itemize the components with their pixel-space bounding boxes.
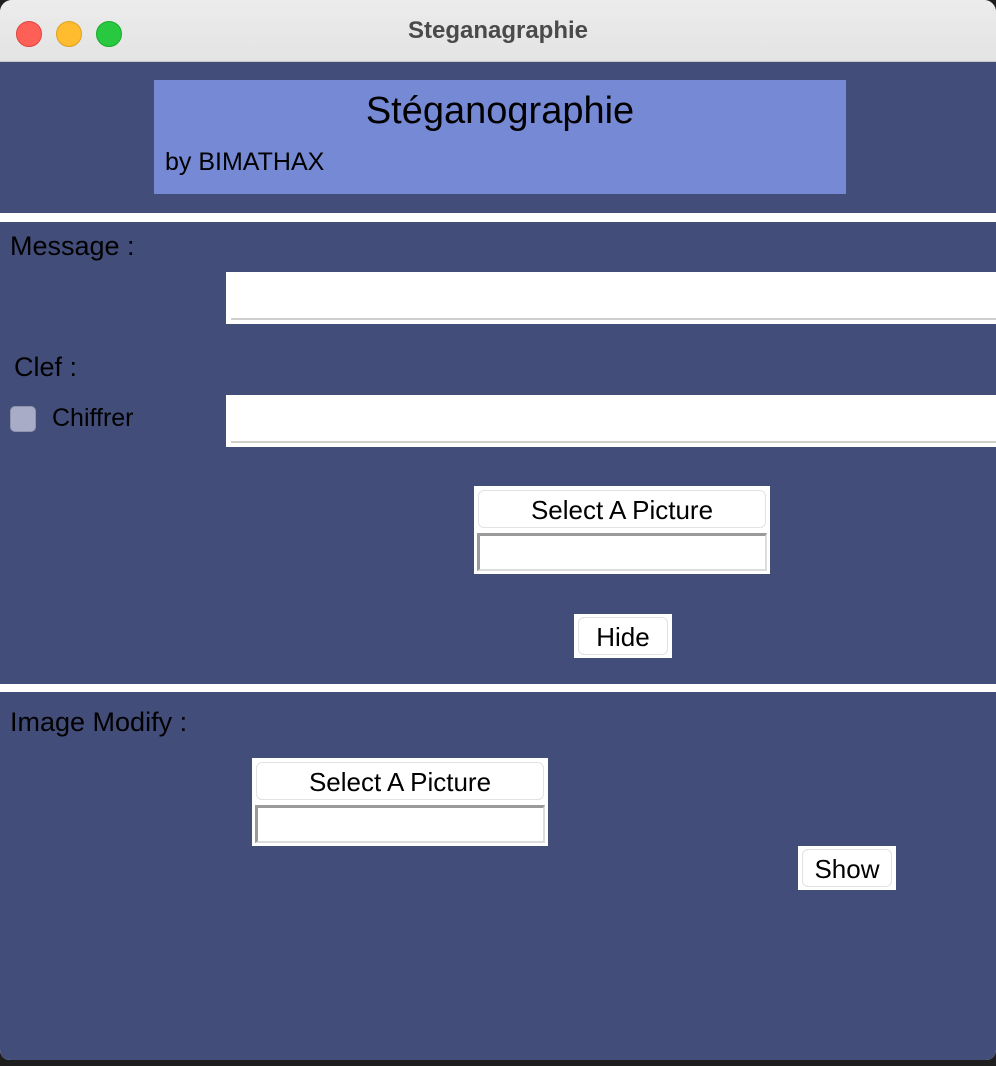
select-modified-picture-button[interactable]: Select A Picture [256,762,544,800]
hide-button[interactable]: Hide [578,617,668,655]
minimize-window-button[interactable] [56,21,82,47]
hide-button-frame: Hide [574,614,672,658]
window-title: Steganagraphie [407,17,589,44]
picture-path-field[interactable] [477,533,769,571]
app-subtitle: by BIMATHAX [165,148,325,176]
message-input[interactable] [231,277,996,320]
select-picture-frame: Select A Picture [474,486,770,574]
show-button-frame: Show [798,846,896,890]
header-banner: Stéganographie by BIMATHAX [154,80,846,194]
hide-message-panel: Message : Clef : Chiffrer Select A Pictu… [0,222,996,684]
show-button[interactable]: Show [802,849,892,887]
modified-picture-path-field[interactable] [255,805,547,843]
key-input[interactable] [231,400,996,443]
message-label: Message : [10,231,135,261]
title-bar[interactable]: Steganagraphie [0,0,996,62]
divider [0,684,996,692]
key-label: Clef : [14,352,78,382]
select-picture-button[interactable]: Select A Picture [478,490,766,528]
image-modify-label: Image Modify : [10,707,188,737]
maximize-window-button[interactable] [96,21,122,47]
key-field-frame [226,395,996,447]
close-window-button[interactable] [16,21,42,47]
modified-picture-path-input[interactable] [258,808,547,843]
picture-path-input[interactable] [480,536,769,571]
message-field-frame [226,272,996,324]
app-title: Stéganographie [365,90,635,132]
encrypt-label[interactable]: Chiffrer [52,404,134,432]
show-message-panel: Image Modify : Select A Picture Show [0,692,996,1060]
select-modified-picture-frame: Select A Picture [252,758,548,846]
divider [0,213,996,222]
header-panel: Stéganographie by BIMATHAX [0,62,996,213]
encrypt-checkbox[interactable] [10,406,36,432]
